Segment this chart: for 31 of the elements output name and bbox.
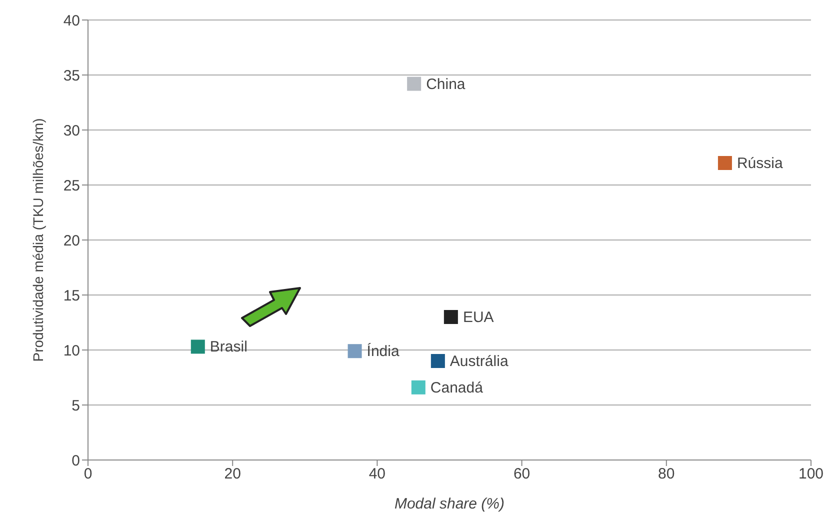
point xyxy=(348,344,362,358)
point xyxy=(411,380,426,394)
y-axis-title: Produtividade média (TKU milhões/km) xyxy=(30,118,46,362)
series-label: EUA xyxy=(462,309,494,326)
y-tick-label: 10 xyxy=(63,342,80,360)
point xyxy=(190,340,205,354)
x-tick-label: 0 xyxy=(84,466,92,483)
series-label: Canadá xyxy=(430,379,484,396)
point xyxy=(718,156,732,170)
x-tick-label: 80 xyxy=(658,466,675,483)
x-tick-label: 20 xyxy=(224,466,241,483)
point xyxy=(430,354,445,368)
point xyxy=(444,310,458,324)
y-tick-label: 20 xyxy=(63,232,80,250)
y-tick-label: 15 xyxy=(63,287,80,304)
series-label: Austrália xyxy=(450,353,509,370)
x-axis-title: Modal share (%) xyxy=(394,496,505,513)
series-label: Índia xyxy=(366,342,400,360)
x-tick-label: 40 xyxy=(368,466,386,483)
series-label: China xyxy=(426,76,466,93)
point xyxy=(407,76,422,91)
y-tick-label: 25 xyxy=(63,177,80,194)
series-label: Rússia xyxy=(736,155,784,172)
y-tick-label: 5 xyxy=(72,397,80,414)
y-tick-label: 35 xyxy=(63,67,80,84)
x-tick-label: 60 xyxy=(513,466,530,483)
x-tick-label: 100 xyxy=(798,466,824,483)
series-label: Brasil xyxy=(210,338,248,356)
y-tick-label: 30 xyxy=(63,122,80,140)
y-tick-label: 40 xyxy=(63,12,80,30)
y-tick-label: 0 xyxy=(72,452,80,470)
